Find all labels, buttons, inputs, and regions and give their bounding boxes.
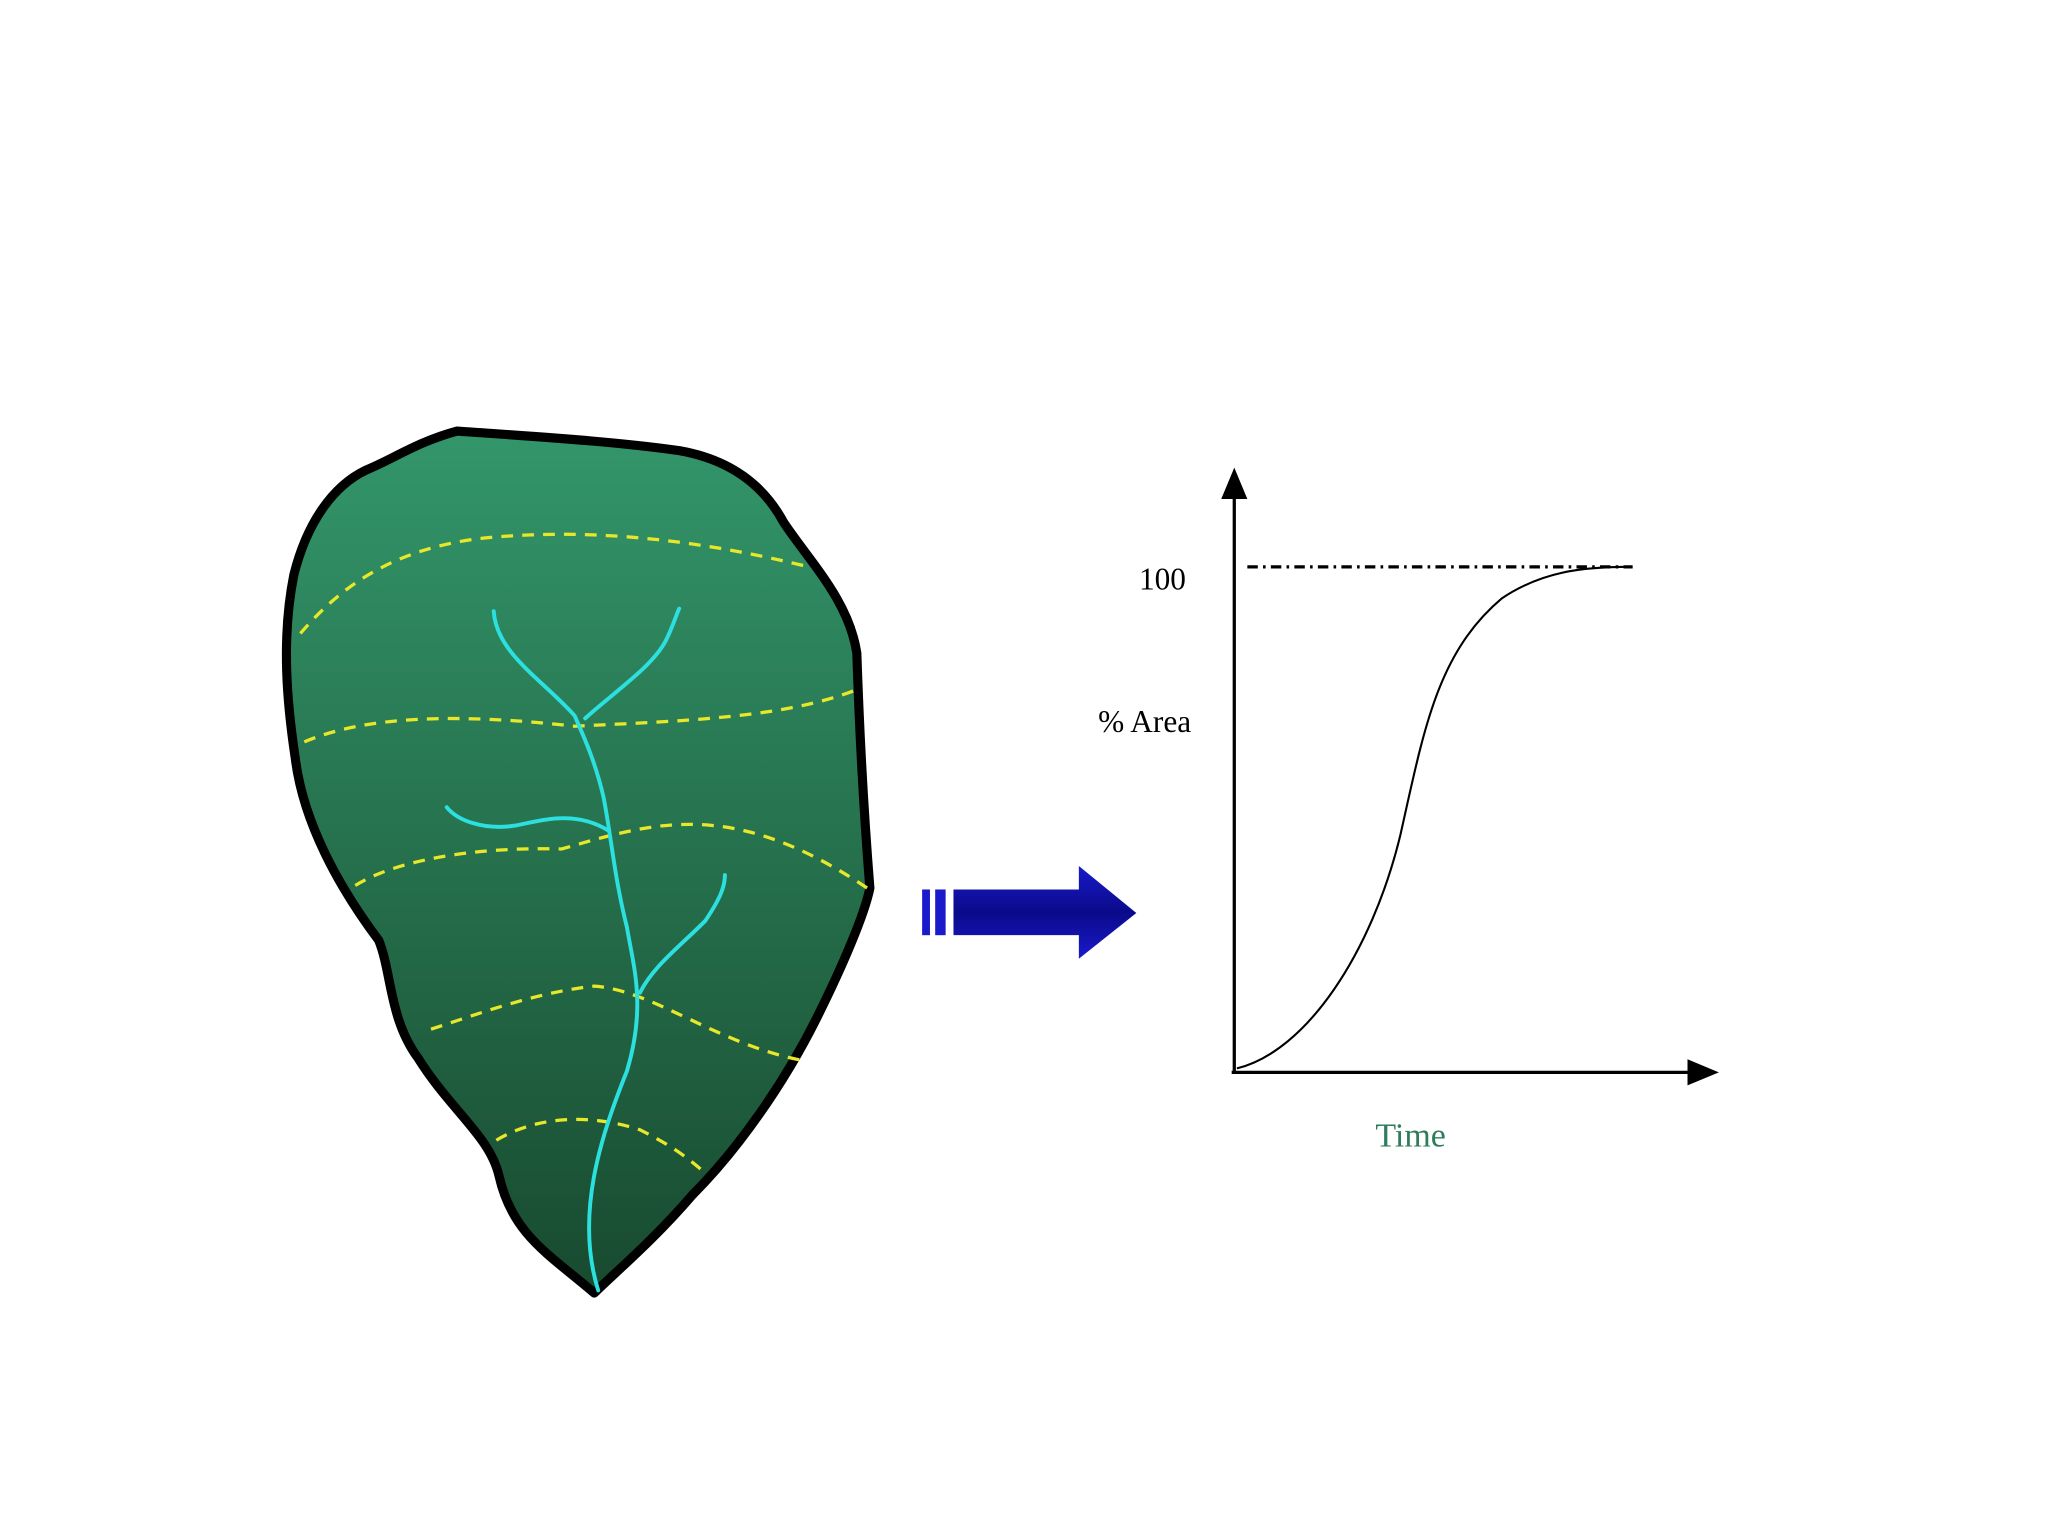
y-tick-label: 100 (1139, 562, 1186, 597)
x-axis-label: Time (1375, 1118, 1445, 1155)
veins (444, 606, 727, 1293)
leaf (281, 426, 875, 1298)
y-axis-label: % Area (1098, 704, 1191, 739)
x-axis-arrowhead (1687, 1059, 1719, 1086)
leaf-blade (281, 426, 875, 1298)
arrow-stripe (935, 889, 946, 936)
arrow-body (953, 865, 1137, 959)
y-axis-arrowhead (1221, 467, 1248, 499)
arrow (922, 865, 1137, 959)
dashed-bands (299, 532, 869, 1175)
graph: 100 % Area Time (1098, 467, 1719, 1155)
arrow-stripe (922, 889, 930, 936)
sigmoid-curve (1236, 565, 1631, 1070)
